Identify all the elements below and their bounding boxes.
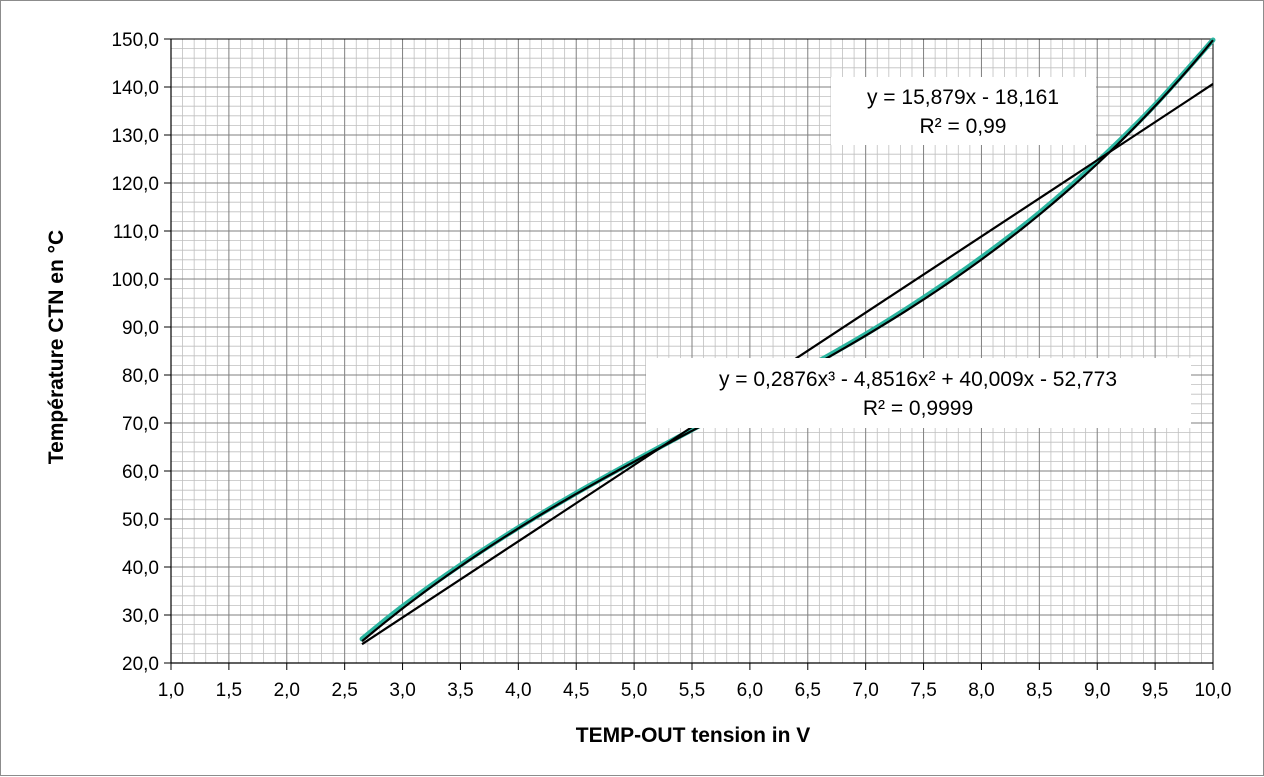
x-tick-label: 10,0 bbox=[1195, 680, 1232, 701]
poly-equation-bg bbox=[646, 358, 1191, 428]
x-tick-label: 1,0 bbox=[158, 680, 184, 701]
linear-r2-text: R² = 0,99 bbox=[920, 115, 1007, 138]
y-tick-label: 100,0 bbox=[111, 270, 159, 291]
linear-equation-bg bbox=[831, 77, 1096, 145]
x-tick-label: 2,0 bbox=[274, 680, 300, 701]
x-tick-label: 5,5 bbox=[679, 680, 705, 701]
poly-equation-text: y = 0,2876x³ - 4,8516x² + 40,009x - 52,7… bbox=[719, 368, 1117, 391]
x-tick-label: 4,5 bbox=[563, 680, 589, 701]
x-tick-label: 6,0 bbox=[737, 680, 763, 701]
x-axis-title: TEMP-OUT tension in V bbox=[576, 724, 811, 747]
x-tick-label: 2,5 bbox=[331, 680, 357, 701]
x-tick-label: 7,5 bbox=[910, 680, 936, 701]
x-tick-label: 8,0 bbox=[968, 680, 994, 701]
x-tick-label: 3,0 bbox=[389, 680, 415, 701]
y-tick-label: 60,0 bbox=[122, 462, 159, 483]
y-tick-label: 50,0 bbox=[122, 510, 159, 531]
x-tick-labels: 1,0 1,5 2,0 2,5 3,0 3,5 4,0 4,5 5,0 5,5 6,0 6,5 7,0 7… bbox=[158, 680, 1232, 701]
y-tick-label: 90,0 bbox=[122, 318, 159, 339]
x-tick-label: 9,0 bbox=[1084, 680, 1110, 701]
y-tick-label: 30,0 bbox=[122, 606, 159, 627]
x-tick-label: 5,0 bbox=[621, 680, 647, 701]
y-tick-label: 40,0 bbox=[122, 558, 159, 579]
y-tick-label: 110,0 bbox=[113, 222, 159, 243]
x-tick-label: 3,5 bbox=[447, 680, 473, 701]
y-tick-marks bbox=[164, 38, 171, 664]
linear-equation-text: y = 15,879x - 18,161 bbox=[867, 86, 1059, 109]
poly-equation-box: y = 0,2876x³ - 4,8516x² + 40,009x - 52,7… bbox=[646, 358, 1191, 428]
linear-equation-box: y = 15,879x - 18,161 R² = 0,99 bbox=[831, 77, 1096, 145]
poly-r2-text: R² = 0,9999 bbox=[863, 397, 973, 420]
x-tick-label: 9,5 bbox=[1142, 680, 1168, 701]
y-tick-label: 150,0 bbox=[111, 30, 159, 51]
y-tick-label: 140,0 bbox=[111, 78, 159, 99]
x-tick-label: 1,5 bbox=[216, 680, 242, 701]
y-tick-label: 80,0 bbox=[122, 366, 159, 387]
x-tick-label: 7,0 bbox=[852, 680, 878, 701]
y-tick-labels: 20,0 30,0 40,0 50,0 60,0 70,0 80,0 90,0 100,0 110… bbox=[111, 30, 159, 675]
y-tick-label: 120,0 bbox=[111, 174, 159, 195]
y-tick-label: 20,0 bbox=[122, 654, 159, 675]
x-tick-label: 8,5 bbox=[1026, 680, 1052, 701]
y-axis-title: Température CTN en °C bbox=[45, 230, 68, 464]
x-tick-label: 6,5 bbox=[795, 680, 821, 701]
y-tick-label: 130,0 bbox=[111, 126, 159, 147]
x-tick-marks bbox=[170, 663, 1214, 670]
x-tick-label: 4,0 bbox=[505, 680, 531, 701]
y-tick-label: 70,0 bbox=[122, 414, 159, 435]
